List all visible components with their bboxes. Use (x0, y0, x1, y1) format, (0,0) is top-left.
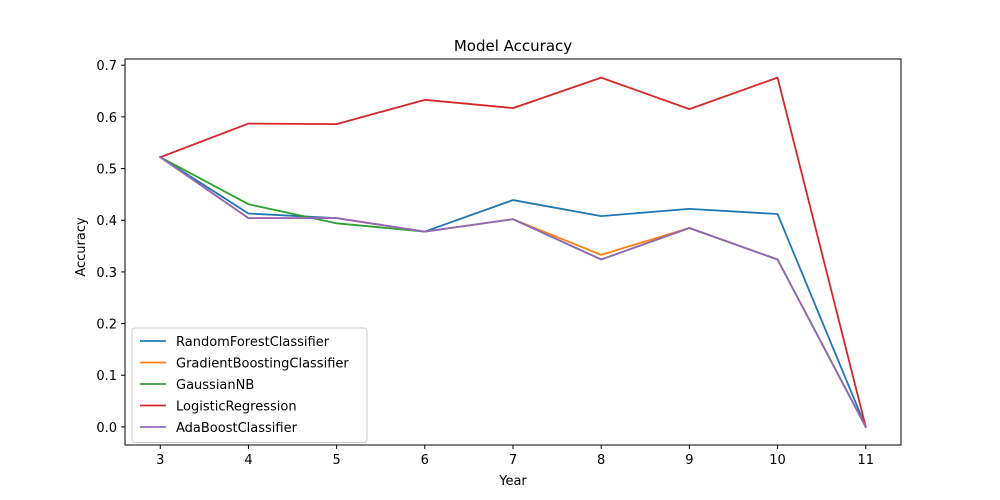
legend-label: RandomForestClassifier (176, 335, 330, 350)
y-axis: 0.0 0.1 0.2 0.3 0.4 0.5 0.6 0.7 (96, 59, 125, 436)
x-tick-label: 8 (597, 453, 605, 468)
x-tick-label: 6 (421, 453, 429, 468)
legend-label: GradientBoostingClassifier (176, 357, 349, 372)
y-tick-label: 0.1 (96, 369, 117, 384)
x-tick-label: 9 (685, 453, 693, 468)
legend-item: AdaBoostClassifier (140, 421, 298, 436)
series-line-adaboostclassifier (159, 155, 867, 429)
legend-label: AdaBoostClassifier (176, 421, 298, 436)
y-tick-label: 0.0 (96, 421, 117, 436)
chart-title: Model Accuracy (454, 37, 572, 55)
plot-area: 3 4 5 6 7 8 9 10 11 0.0 0.1 0.2 0.3 0.4 0.5 0.6 0.7 (96, 58, 902, 468)
y-tick-label: 0.2 (96, 318, 117, 333)
x-tick-label: 5 (332, 453, 340, 468)
legend-item: GaussianNB (140, 378, 254, 393)
legend-box (131, 327, 368, 443)
y-tick-label: 0.5 (96, 163, 117, 178)
x-tick-label: 7 (509, 453, 517, 468)
x-tick-label: 10 (769, 453, 786, 468)
x-tick-label: 3 (156, 453, 164, 468)
legend-label: GaussianNB (176, 378, 254, 393)
legend: RandomForestClassifier GradientBoostingCl… (131, 327, 368, 443)
y-tick-label: 0.3 (96, 266, 117, 281)
legend-item: LogisticRegression (140, 400, 297, 415)
series-line-randomforestclassifier (159, 155, 867, 429)
x-tick-label: 4 (244, 453, 252, 468)
x-axis: 3 4 5 6 7 8 9 10 11 (156, 445, 874, 468)
legend-label: LogisticRegression (176, 400, 297, 415)
y-tick-label: 0.6 (96, 111, 117, 126)
legend-item: GradientBoostingClassifier (140, 357, 349, 372)
y-axis-title: Accuracy (74, 217, 89, 277)
y-tick-label: 0.4 (96, 214, 117, 229)
legend-item: RandomForestClassifier (140, 335, 330, 350)
series-group (159, 76, 867, 429)
x-tick-label: 11 (857, 453, 874, 468)
x-axis-title: Year (498, 474, 527, 489)
series-line-logisticregression (159, 76, 867, 429)
y-tick-label: 0.7 (96, 59, 117, 74)
